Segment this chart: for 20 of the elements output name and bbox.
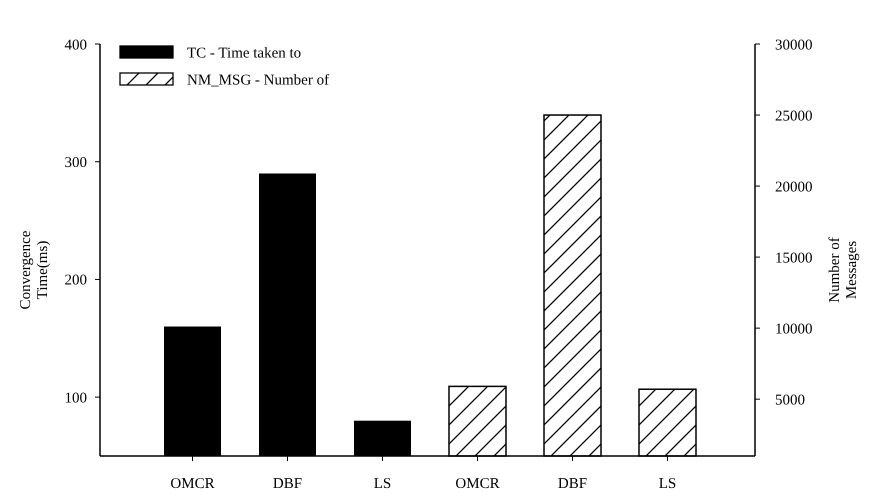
y2-axis-title: Number of Messages bbox=[827, 237, 860, 303]
x-tick-label: OMCR bbox=[170, 476, 215, 492]
x-tick-label: OMCR bbox=[455, 476, 500, 492]
x-tick-label: LS bbox=[658, 476, 676, 492]
y2-tick-label: 30000 bbox=[775, 37, 812, 54]
legend-label: TC - Time taken to bbox=[187, 45, 302, 62]
x-tick-label: DBF bbox=[558, 476, 588, 492]
y-tick-label: 300 bbox=[64, 154, 87, 171]
y-axis-title: Convergence Time(ms) bbox=[18, 230, 51, 310]
y2-tick-label: 15000 bbox=[775, 250, 812, 266]
y2-tick-label: 10000 bbox=[775, 321, 812, 338]
y2-tick-label: 5000 bbox=[775, 392, 805, 408]
y-tick-label: 400 bbox=[64, 37, 87, 54]
x-tick-label: LS bbox=[374, 476, 392, 492]
y-tick-label: 100 bbox=[64, 390, 87, 406]
y2-tick-label: 25000 bbox=[775, 108, 812, 124]
x-tick-label: DBF bbox=[272, 476, 302, 492]
y2-tick-label: 20000 bbox=[775, 179, 812, 196]
legend-label: NM_MSG - Number of bbox=[187, 72, 330, 88]
y-tick-label: 200 bbox=[64, 272, 87, 289]
